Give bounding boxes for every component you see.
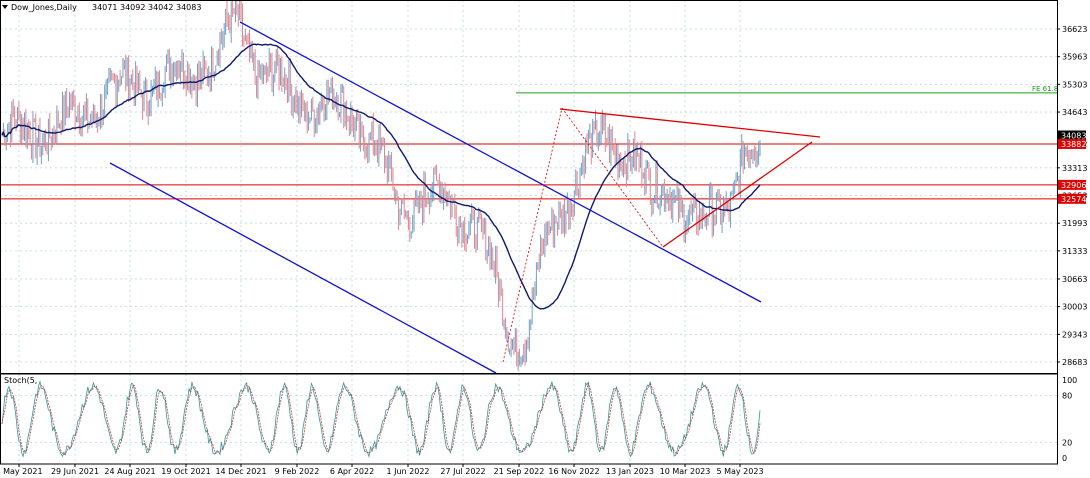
symbol-title: Dow_Jones,Daily bbox=[11, 3, 77, 12]
chart-title[interactable]: Dow_Jones,Daily 34071 34092 34042 34083 bbox=[2, 3, 201, 12]
stoch-main-line bbox=[1, 380, 761, 458]
time-tick-label: 27 Jul 2022 bbox=[440, 467, 485, 476]
stoch-tick-label: 100 bbox=[1062, 376, 1077, 385]
price-tick-label: 29343 bbox=[1062, 330, 1087, 339]
price-tag-label: 32574 bbox=[1061, 195, 1086, 204]
time-tick-label: 14 Dec 2021 bbox=[215, 467, 266, 476]
time-tick-label: 5 May 2023 bbox=[716, 467, 763, 476]
price-tick-label: 35963 bbox=[1062, 53, 1087, 62]
fibonacci-label: FE 61.8 bbox=[1032, 85, 1058, 93]
trend-drawings bbox=[109, 21, 821, 374]
time-tick-label: 19 Oct 2021 bbox=[161, 467, 210, 476]
time-tick-label: 1 Jun 2022 bbox=[386, 467, 429, 476]
time-tick-label: 16 Nov 2022 bbox=[548, 467, 599, 476]
stoch-tick-label: 80 bbox=[1062, 392, 1072, 401]
price-tick-label: 36623 bbox=[1062, 25, 1087, 34]
stoch-label: Stoch(5, bbox=[4, 376, 37, 385]
time-axis: 4 May 2021 29 Jun 2021 24 Aug 2021 19 Oct 2… bbox=[0, 464, 764, 476]
price-tick-label: 31333 bbox=[1062, 247, 1087, 256]
horizontal-levels: FE 61.8 bbox=[0, 85, 1058, 200]
price-tick-label: 31993 bbox=[1062, 219, 1087, 228]
stoch-tick-label: 0 bbox=[1062, 454, 1067, 463]
triangle-upper-line bbox=[559, 108, 821, 138]
stoch-signal-line bbox=[1, 382, 761, 456]
price-tag-box bbox=[1058, 130, 1086, 141]
moving-average-line bbox=[1, 43, 761, 310]
price-tag-label: 32906 bbox=[1061, 181, 1086, 190]
time-tick-label: 24 Aug 2021 bbox=[104, 467, 155, 476]
price-tag-box bbox=[1058, 179, 1086, 190]
channel-upper-line bbox=[239, 21, 762, 303]
price-tag-label: 34083 bbox=[1061, 132, 1086, 141]
time-tick-label: 13 Jan 2023 bbox=[606, 467, 654, 476]
time-tick-label: 4 May 2021 bbox=[0, 467, 43, 476]
time-tick-label: 21 Sep 2022 bbox=[494, 467, 545, 476]
price-tick-label: 30003 bbox=[1062, 303, 1087, 312]
price-tag-box bbox=[1058, 138, 1086, 149]
stoch-panel-border bbox=[0, 373, 1058, 465]
price-tag-label: 33882 bbox=[1061, 140, 1086, 149]
price-tag-box bbox=[1058, 193, 1086, 204]
time-tick-label: 9 Feb 2022 bbox=[275, 467, 320, 476]
dotted-swing-line bbox=[561, 107, 664, 248]
price-tick-label: 35303 bbox=[1062, 80, 1087, 89]
dotted-swing-line bbox=[502, 107, 563, 363]
price-tick-label: 34643 bbox=[1062, 108, 1087, 117]
price-tick-label: 33313 bbox=[1062, 164, 1087, 173]
time-tick-label: 6 Apr 2022 bbox=[330, 467, 374, 476]
price-tick-label: 30663 bbox=[1062, 275, 1087, 284]
stoch-tick-label: 20 bbox=[1062, 438, 1072, 447]
time-tick-label: 29 Jun 2021 bbox=[51, 467, 99, 476]
ohlc-readout: 34071 34092 34042 34083 bbox=[92, 3, 201, 12]
channel-lower-line bbox=[109, 162, 497, 374]
time-tick-label: 10 Mar 2023 bbox=[660, 467, 711, 476]
chart-frame bbox=[0, 0, 1058, 465]
stochastic-panel bbox=[1, 380, 761, 458]
price-tick-label: 28683 bbox=[1062, 358, 1087, 367]
candles bbox=[1, 0, 761, 371]
triangle-down-icon[interactable] bbox=[2, 5, 8, 9]
triangle-lower-line bbox=[662, 141, 813, 248]
price-axis: 3662335963353033464333882333133265331993… bbox=[1057, 25, 1087, 463]
